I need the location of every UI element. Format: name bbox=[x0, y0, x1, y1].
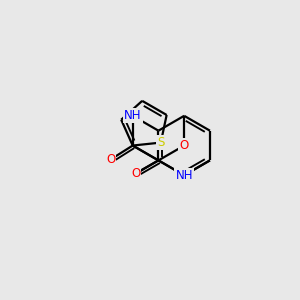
Text: S: S bbox=[157, 136, 164, 149]
Text: NH: NH bbox=[176, 169, 193, 182]
Text: NH: NH bbox=[124, 109, 142, 122]
Text: O: O bbox=[106, 153, 115, 166]
Text: O: O bbox=[131, 167, 140, 180]
Text: O: O bbox=[180, 139, 189, 152]
